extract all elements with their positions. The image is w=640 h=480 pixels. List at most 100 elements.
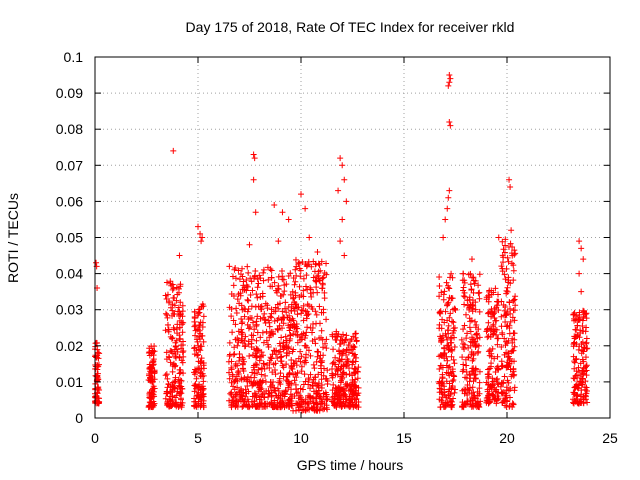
data-point (489, 309, 496, 316)
data-point (494, 380, 501, 387)
data-point (274, 301, 281, 308)
data-point (464, 397, 471, 404)
data-point (258, 303, 265, 310)
data-point (175, 304, 182, 311)
data-point (574, 322, 581, 329)
data-point (343, 336, 350, 343)
data-point (493, 364, 500, 371)
data-point (297, 273, 304, 280)
data-point (460, 293, 467, 300)
data-point (238, 375, 245, 382)
data-point (149, 347, 156, 354)
data-point (509, 339, 516, 346)
data-point (198, 355, 205, 362)
data-point (344, 358, 351, 365)
data-point (474, 392, 481, 399)
data-point (467, 281, 474, 288)
data-point (302, 283, 309, 290)
data-point (582, 311, 589, 318)
data-point (146, 404, 153, 411)
data-point (338, 386, 345, 393)
data-point (475, 342, 482, 349)
data-point (321, 295, 328, 302)
data-point (276, 322, 283, 329)
data-point (292, 381, 299, 388)
data-point (228, 366, 235, 373)
data-point (511, 343, 518, 350)
data-point (450, 306, 457, 313)
data-point (329, 372, 336, 379)
data-point (304, 301, 311, 308)
data-point (461, 301, 468, 308)
y-tick-label: 0.1 (64, 49, 84, 65)
data-point (354, 368, 361, 375)
data-point (576, 398, 583, 405)
data-point (498, 380, 505, 387)
data-point (337, 340, 344, 347)
data-point (502, 319, 509, 326)
data-point (498, 313, 505, 320)
data-point (511, 251, 518, 258)
data-point (294, 325, 301, 332)
data-point (447, 310, 454, 317)
data-point (448, 270, 455, 277)
data-point (295, 406, 302, 413)
data-point (270, 347, 277, 354)
chart-title: Day 175 of 2018, Rate Of TEC Index for r… (186, 19, 515, 35)
y-tick-label: 0.09 (56, 85, 83, 101)
data-point (254, 284, 261, 291)
data-point (237, 388, 244, 395)
data-point (268, 274, 275, 281)
data-point (243, 282, 250, 289)
data-point (475, 348, 482, 355)
data-point (467, 328, 474, 335)
data-point (285, 322, 292, 329)
data-point (307, 352, 314, 359)
data-point (443, 362, 450, 369)
data-point (252, 209, 259, 216)
data-point (164, 375, 171, 382)
data-point (485, 333, 492, 340)
data-point (318, 376, 325, 383)
data-point (268, 400, 275, 407)
data-point (174, 308, 181, 315)
data-point (239, 265, 246, 272)
data-point (178, 357, 185, 364)
data-point (446, 79, 453, 86)
data-point (226, 263, 233, 270)
data-point (275, 325, 282, 332)
data-point (169, 335, 176, 342)
data-point (251, 273, 258, 280)
data-point (490, 311, 497, 318)
data-point (507, 366, 514, 373)
data-point (497, 383, 504, 390)
data-point (261, 310, 268, 317)
data-point (505, 361, 512, 368)
data-point (267, 313, 274, 320)
data-point (573, 383, 580, 390)
data-point (502, 236, 509, 243)
y-tick-label: 0.01 (56, 374, 83, 390)
data-point (282, 333, 289, 340)
data-point (247, 292, 254, 299)
data-point (170, 324, 177, 331)
data-point (258, 371, 265, 378)
data-point (285, 216, 292, 223)
data-point (338, 333, 345, 340)
data-point (470, 352, 477, 359)
data-point (169, 307, 176, 314)
data-point (250, 332, 257, 339)
data-point (311, 374, 318, 381)
data-point (445, 194, 452, 201)
data-point (493, 331, 500, 338)
data-point (267, 354, 274, 361)
data-point (163, 312, 170, 319)
data-point (443, 378, 450, 385)
data-point (195, 326, 202, 333)
data-point (250, 319, 257, 326)
data-point (483, 328, 490, 335)
data-point (175, 285, 182, 292)
data-point (504, 322, 511, 329)
data-point (191, 403, 198, 410)
data-point (436, 365, 443, 372)
